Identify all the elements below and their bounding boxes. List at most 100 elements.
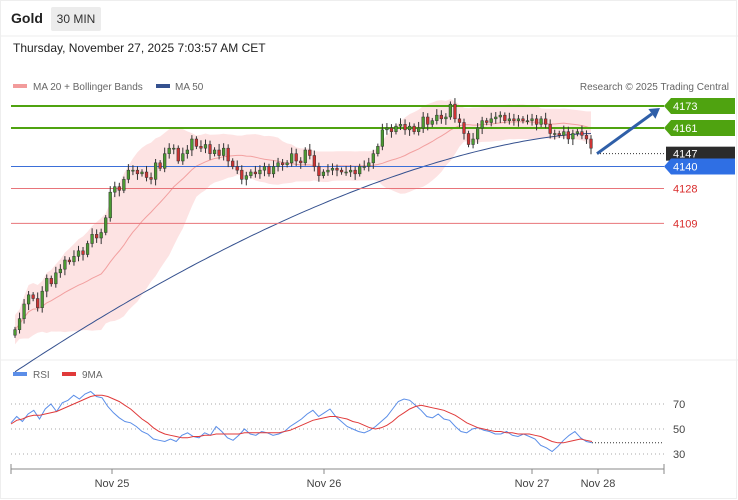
- candle: [217, 143, 221, 160]
- candle-body: [135, 169, 140, 175]
- candle-body: [131, 169, 135, 172]
- candle-body: [562, 131, 566, 136]
- candle-body: [453, 103, 457, 120]
- candle-body: [294, 153, 298, 162]
- candle: [199, 140, 203, 153]
- candle: [240, 165, 244, 185]
- candle-body: [462, 122, 466, 134]
- candle-body: [54, 272, 58, 285]
- candle: [407, 122, 412, 136]
- candle-body: [85, 243, 90, 255]
- trend-arrow-head: [648, 108, 660, 119]
- rsi-tick-label: 70: [673, 399, 685, 411]
- candle: [90, 228, 94, 248]
- candle: [580, 125, 584, 140]
- candle-body: [507, 118, 511, 121]
- timeframe-badge[interactable]: 30 MIN: [51, 7, 101, 31]
- candle-body: [194, 138, 199, 147]
- candle-body: [49, 278, 53, 285]
- candle-body: [36, 298, 40, 308]
- level-label-4140: 4140: [673, 162, 697, 174]
- candle: [312, 150, 316, 172]
- candle: [280, 158, 285, 171]
- candle-body: [385, 127, 389, 131]
- candle-body: [167, 147, 171, 154]
- candle-body: [212, 149, 217, 154]
- candle-body: [185, 149, 189, 154]
- candle: [253, 165, 257, 178]
- candle: [58, 264, 62, 278]
- candle: [258, 165, 262, 179]
- candle: [412, 123, 416, 135]
- level-tag-4173: [664, 98, 735, 114]
- candle: [203, 139, 208, 154]
- candle: [362, 160, 366, 171]
- candle: [498, 111, 502, 124]
- candle-body: [358, 166, 362, 175]
- candle-body: [317, 166, 321, 176]
- candle-body: [417, 127, 421, 132]
- chart-header: Gold 30 MIN: [0, 0, 738, 36]
- candle: [72, 250, 76, 266]
- candle-body: [26, 294, 31, 305]
- candle-body: [276, 162, 280, 167]
- candle: [158, 160, 162, 172]
- candle: [267, 163, 271, 177]
- report-datetime: Thursday, November 27, 2025 7:03:57 AM C…: [13, 41, 266, 55]
- candle-body: [584, 135, 589, 140]
- candle-body: [321, 171, 326, 176]
- candle: [471, 132, 475, 149]
- candle-body: [280, 162, 285, 165]
- candle-body: [353, 169, 357, 175]
- candlesticks: [13, 98, 593, 338]
- candle-body: [398, 124, 403, 127]
- candle: [507, 112, 511, 125]
- candle: [149, 172, 153, 185]
- candle: [566, 126, 570, 144]
- candle: [113, 181, 117, 198]
- candle-body: [330, 168, 335, 171]
- candle-body: [285, 162, 289, 165]
- candle: [394, 123, 398, 135]
- candle: [349, 165, 353, 177]
- candle-body: [471, 138, 475, 145]
- candle: [67, 257, 72, 265]
- candle-body: [589, 138, 593, 149]
- candle-body: [466, 133, 471, 145]
- candle: [212, 147, 217, 157]
- candle: [285, 160, 289, 168]
- candle-body: [380, 129, 384, 147]
- candle-body: [76, 250, 81, 257]
- candle-body: [339, 169, 344, 173]
- candle: [444, 113, 448, 125]
- candle-body: [407, 125, 412, 131]
- candle: [584, 130, 589, 144]
- candle-body: [222, 147, 226, 156]
- x-axis-labels: Nov 25 Nov 26 Nov 27 Nov 28: [10, 464, 665, 490]
- candle-body: [117, 186, 121, 191]
- candle: [235, 160, 239, 175]
- candle-body: [95, 234, 99, 239]
- candle: [81, 246, 85, 261]
- candle-body: [457, 118, 462, 123]
- candle-body: [122, 179, 126, 191]
- bollinger-band-area: [15, 99, 591, 345]
- candle-body: [240, 169, 244, 180]
- candle: [553, 129, 557, 140]
- candle: [421, 112, 425, 133]
- candle: [185, 145, 189, 159]
- candle: [294, 148, 298, 166]
- candle: [525, 114, 530, 125]
- candle: [403, 119, 407, 135]
- rsi-tick-label: 30: [673, 449, 685, 461]
- candle-body: [503, 114, 507, 121]
- candle: [135, 166, 140, 180]
- candle: [140, 169, 144, 177]
- rsi-line: [10, 390, 593, 453]
- rsi-tick-label: 50: [673, 424, 685, 436]
- candle: [290, 147, 294, 167]
- candle: [172, 144, 176, 155]
- candle-body: [580, 131, 584, 136]
- level-label-4128: 4128: [673, 184, 697, 196]
